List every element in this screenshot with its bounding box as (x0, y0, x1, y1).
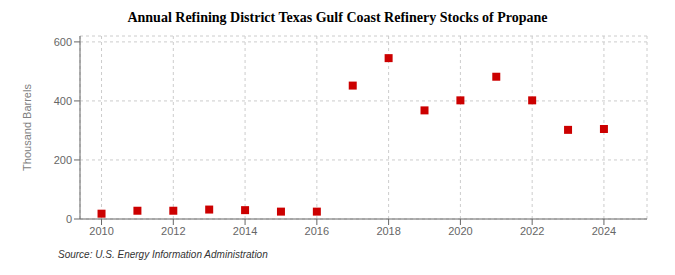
svg-text:0: 0 (66, 213, 72, 225)
svg-text:2012: 2012 (161, 225, 185, 237)
svg-text:200: 200 (54, 154, 72, 166)
svg-text:2020: 2020 (448, 225, 472, 237)
svg-text:2024: 2024 (592, 225, 616, 237)
svg-text:2010: 2010 (89, 225, 113, 237)
svg-text:400: 400 (54, 95, 72, 107)
svg-text:2018: 2018 (376, 225, 400, 237)
svg-text:600: 600 (54, 36, 72, 48)
svg-text:2016: 2016 (305, 225, 329, 237)
svg-text:2022: 2022 (520, 225, 544, 237)
svg-text:Thousand Barrels: Thousand Barrels (21, 84, 33, 171)
html-text:Annual Refining District Texas: Annual Refining District Texas Gulf Coas… (127, 10, 548, 25)
svg-text:2014: 2014 (233, 225, 257, 237)
html-text:Source: U.S. Energy Informatio: Source: U.S. Energy Information Administ… (58, 249, 268, 260)
